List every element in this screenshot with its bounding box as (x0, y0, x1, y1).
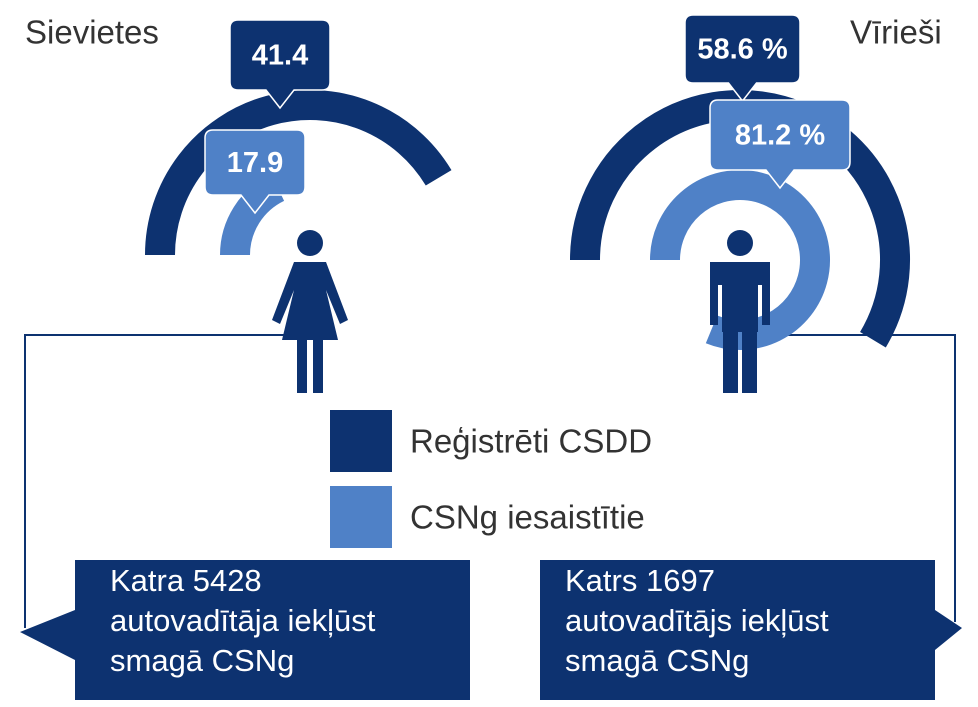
icon-torso (722, 262, 758, 332)
value-callout (684, 14, 801, 103)
annotation-box (540, 560, 962, 700)
legend-swatch (330, 486, 392, 548)
value-callout (229, 19, 331, 110)
icon-leg (313, 338, 323, 393)
annotation-text: autovadītāja iekļūst (110, 603, 376, 638)
annotation-text: autovadītājs iekļūst (565, 603, 829, 638)
annotation-text: Katrs 1697 (565, 563, 715, 598)
icon-leg (723, 330, 738, 393)
icon-leg (742, 330, 757, 393)
icon-head (297, 230, 323, 256)
value-label: 58.6 % (697, 34, 787, 66)
bracket-line (24, 334, 285, 628)
value-callout (709, 99, 851, 190)
bracket-line (760, 334, 956, 622)
category-title: Sievietes (25, 14, 159, 51)
brackets (24, 334, 956, 628)
annotation-text: Katra 5428 (110, 563, 262, 598)
legend-label: Reģistrēti CSDD (410, 423, 652, 460)
value-label: 17.9 (227, 147, 283, 179)
icon-body (272, 262, 348, 340)
value-label: 41.4 (252, 40, 308, 72)
value-label: 81.2 % (735, 120, 825, 152)
legend-swatch (330, 410, 392, 472)
annotation-box (20, 560, 470, 700)
annotation-text: smagā CSNg (110, 643, 294, 678)
woman-icon (272, 230, 348, 393)
value-callout (204, 129, 306, 215)
category-title: Vīrieši (850, 14, 942, 51)
icon-head (727, 230, 753, 256)
arc (650, 170, 830, 350)
man-icon (710, 230, 770, 393)
annotation-text: smagā CSNg (565, 643, 749, 678)
icon-leg (297, 338, 307, 393)
arc (145, 90, 452, 256)
legend-label: CSNg iesaistītie (410, 499, 645, 536)
